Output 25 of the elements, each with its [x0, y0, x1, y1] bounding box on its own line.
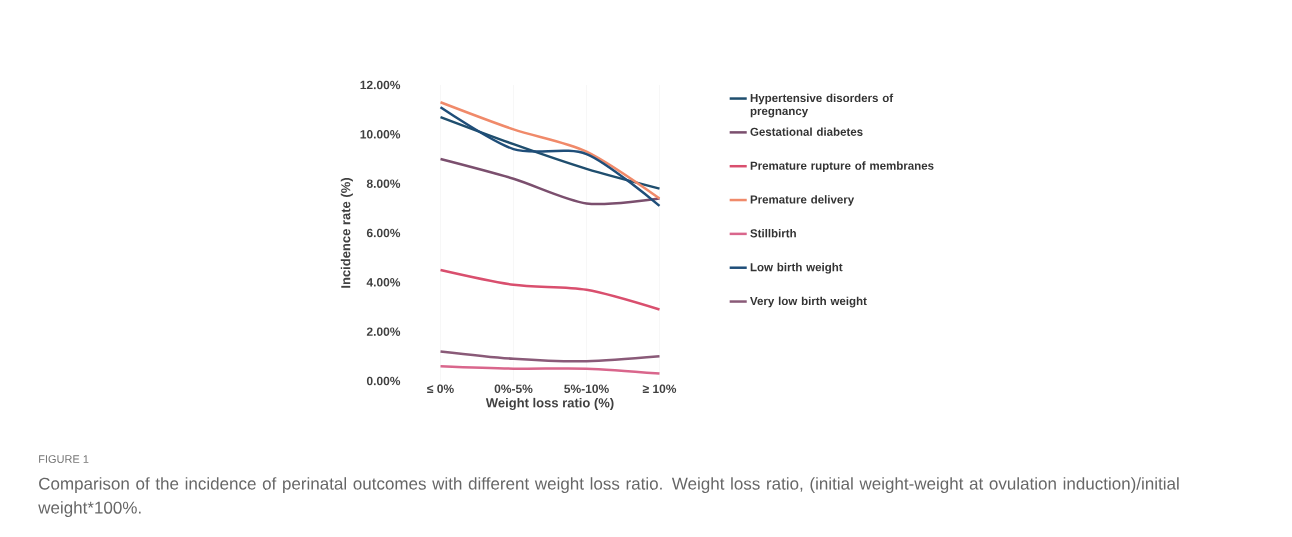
caption: FIGURE 1	[39, 455, 89, 463]
legend-label: Premature rupture of membranes	[750, 161, 934, 173]
legend-label: Low birth weight	[750, 262, 843, 274]
y-tick-label: 12.00%	[360, 80, 401, 90]
line-series	[439, 268, 661, 311]
x-tick-label: 0%-5%	[494, 384, 533, 394]
y-tick-label: 0.00%	[366, 376, 401, 386]
legend-label: Very low birth weight	[750, 296, 867, 308]
y-tick-label: 4.00%	[366, 278, 401, 287]
x-axis-title: Weight loss ratio (%)	[485, 397, 614, 411]
legend-label: Gestational diabetes	[750, 127, 863, 136]
y-tick-label: 6.00%	[366, 228, 401, 238]
y-tick-label: 10.00%	[360, 130, 401, 139]
legend-label: Premature delivery	[750, 195, 855, 206]
legend-label: Hypertensive disorders of pregnancy	[750, 93, 894, 118]
line-series	[439, 157, 661, 206]
text: Comparison of the incidence of perinatal outcomes with different weight loss ratio. Weight loss ratio, (initial weight-weight at ovulation induction)/initial weight*100%.	[38, 477, 1179, 518]
y-tick-label: 2.00%	[366, 327, 401, 336]
x-tick-label: 5%-10%	[564, 384, 609, 394]
legend-label: Stillbirth	[750, 228, 796, 238]
x-tick-label: ≤ 0%	[427, 384, 454, 394]
y-tick-label: 8.00%	[366, 179, 401, 188]
x-tick-label: ≥ 10%	[642, 384, 677, 394]
y-axis-title: Incidence rate (%)	[340, 178, 353, 288]
line-series	[439, 350, 661, 363]
